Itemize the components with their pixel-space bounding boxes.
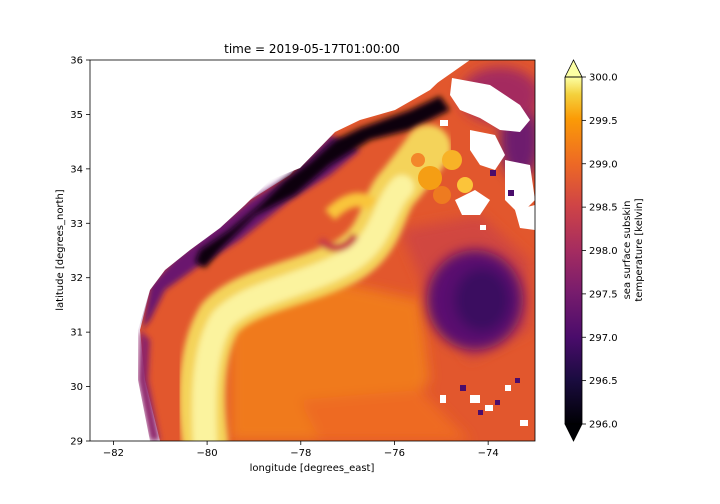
colorbar-tick-label: 298.0: [589, 246, 618, 257]
colorbar-tick-label: 296.0: [589, 420, 618, 431]
x-axis: −82 −80 −78 −76 −74: [103, 441, 499, 459]
y-tick-label: 29: [70, 437, 83, 448]
chart-title: time = 2019-05-17T01:00:00: [224, 42, 400, 56]
x-tick-label: −82: [103, 448, 124, 459]
y-axis: 29 30 31 32 33 34 35 36: [70, 56, 90, 448]
x-tick-label: −76: [384, 448, 405, 459]
y-tick-label: 36: [70, 56, 83, 67]
colorbar-extend-min: [564, 423, 583, 442]
y-axis-label: latitude [degrees_north]: [55, 189, 66, 311]
x-axis-label: longitude [degrees_east]: [250, 463, 375, 474]
y-tick-label: 33: [70, 219, 83, 230]
colorbar-extend-max: [564, 59, 583, 78]
land-mask: [90, 60, 470, 441]
colorbar-gradient: [565, 77, 582, 424]
colorbar-tick-label: 300.0: [589, 73, 618, 84]
x-tick-label: −74: [478, 448, 499, 459]
sst-heatmap: [90, 60, 535, 441]
colorbar-tick-label: 296.5: [589, 376, 618, 387]
colorbar-tick-label: 298.5: [589, 203, 618, 214]
y-tick-label: 32: [70, 273, 83, 284]
colorbar: 296.0 296.5 297.0 297.5 298.0 298.5 299.0 299.5…: [564, 59, 645, 442]
colorbar-tick-label: 299.5: [589, 116, 618, 127]
x-tick-label: −80: [197, 448, 218, 459]
y-tick-label: 35: [70, 110, 83, 121]
colorbar-label-line1: sea surface subskin: [622, 201, 633, 300]
y-tick-label: 31: [70, 328, 83, 339]
y-tick-label: 30: [70, 382, 83, 393]
colorbar-tick-label: 297.0: [589, 333, 618, 344]
y-tick-label: 34: [70, 164, 83, 175]
cloud-mask: [440, 78, 535, 426]
colorbar-label-line2: temperature [kelvin]: [634, 198, 645, 301]
plot-frame: [89, 59, 536, 442]
x-tick-label: −78: [290, 448, 311, 459]
colorbar-tick-label: 299.0: [589, 159, 618, 170]
colorbar-tick-label: 297.5: [589, 289, 618, 300]
